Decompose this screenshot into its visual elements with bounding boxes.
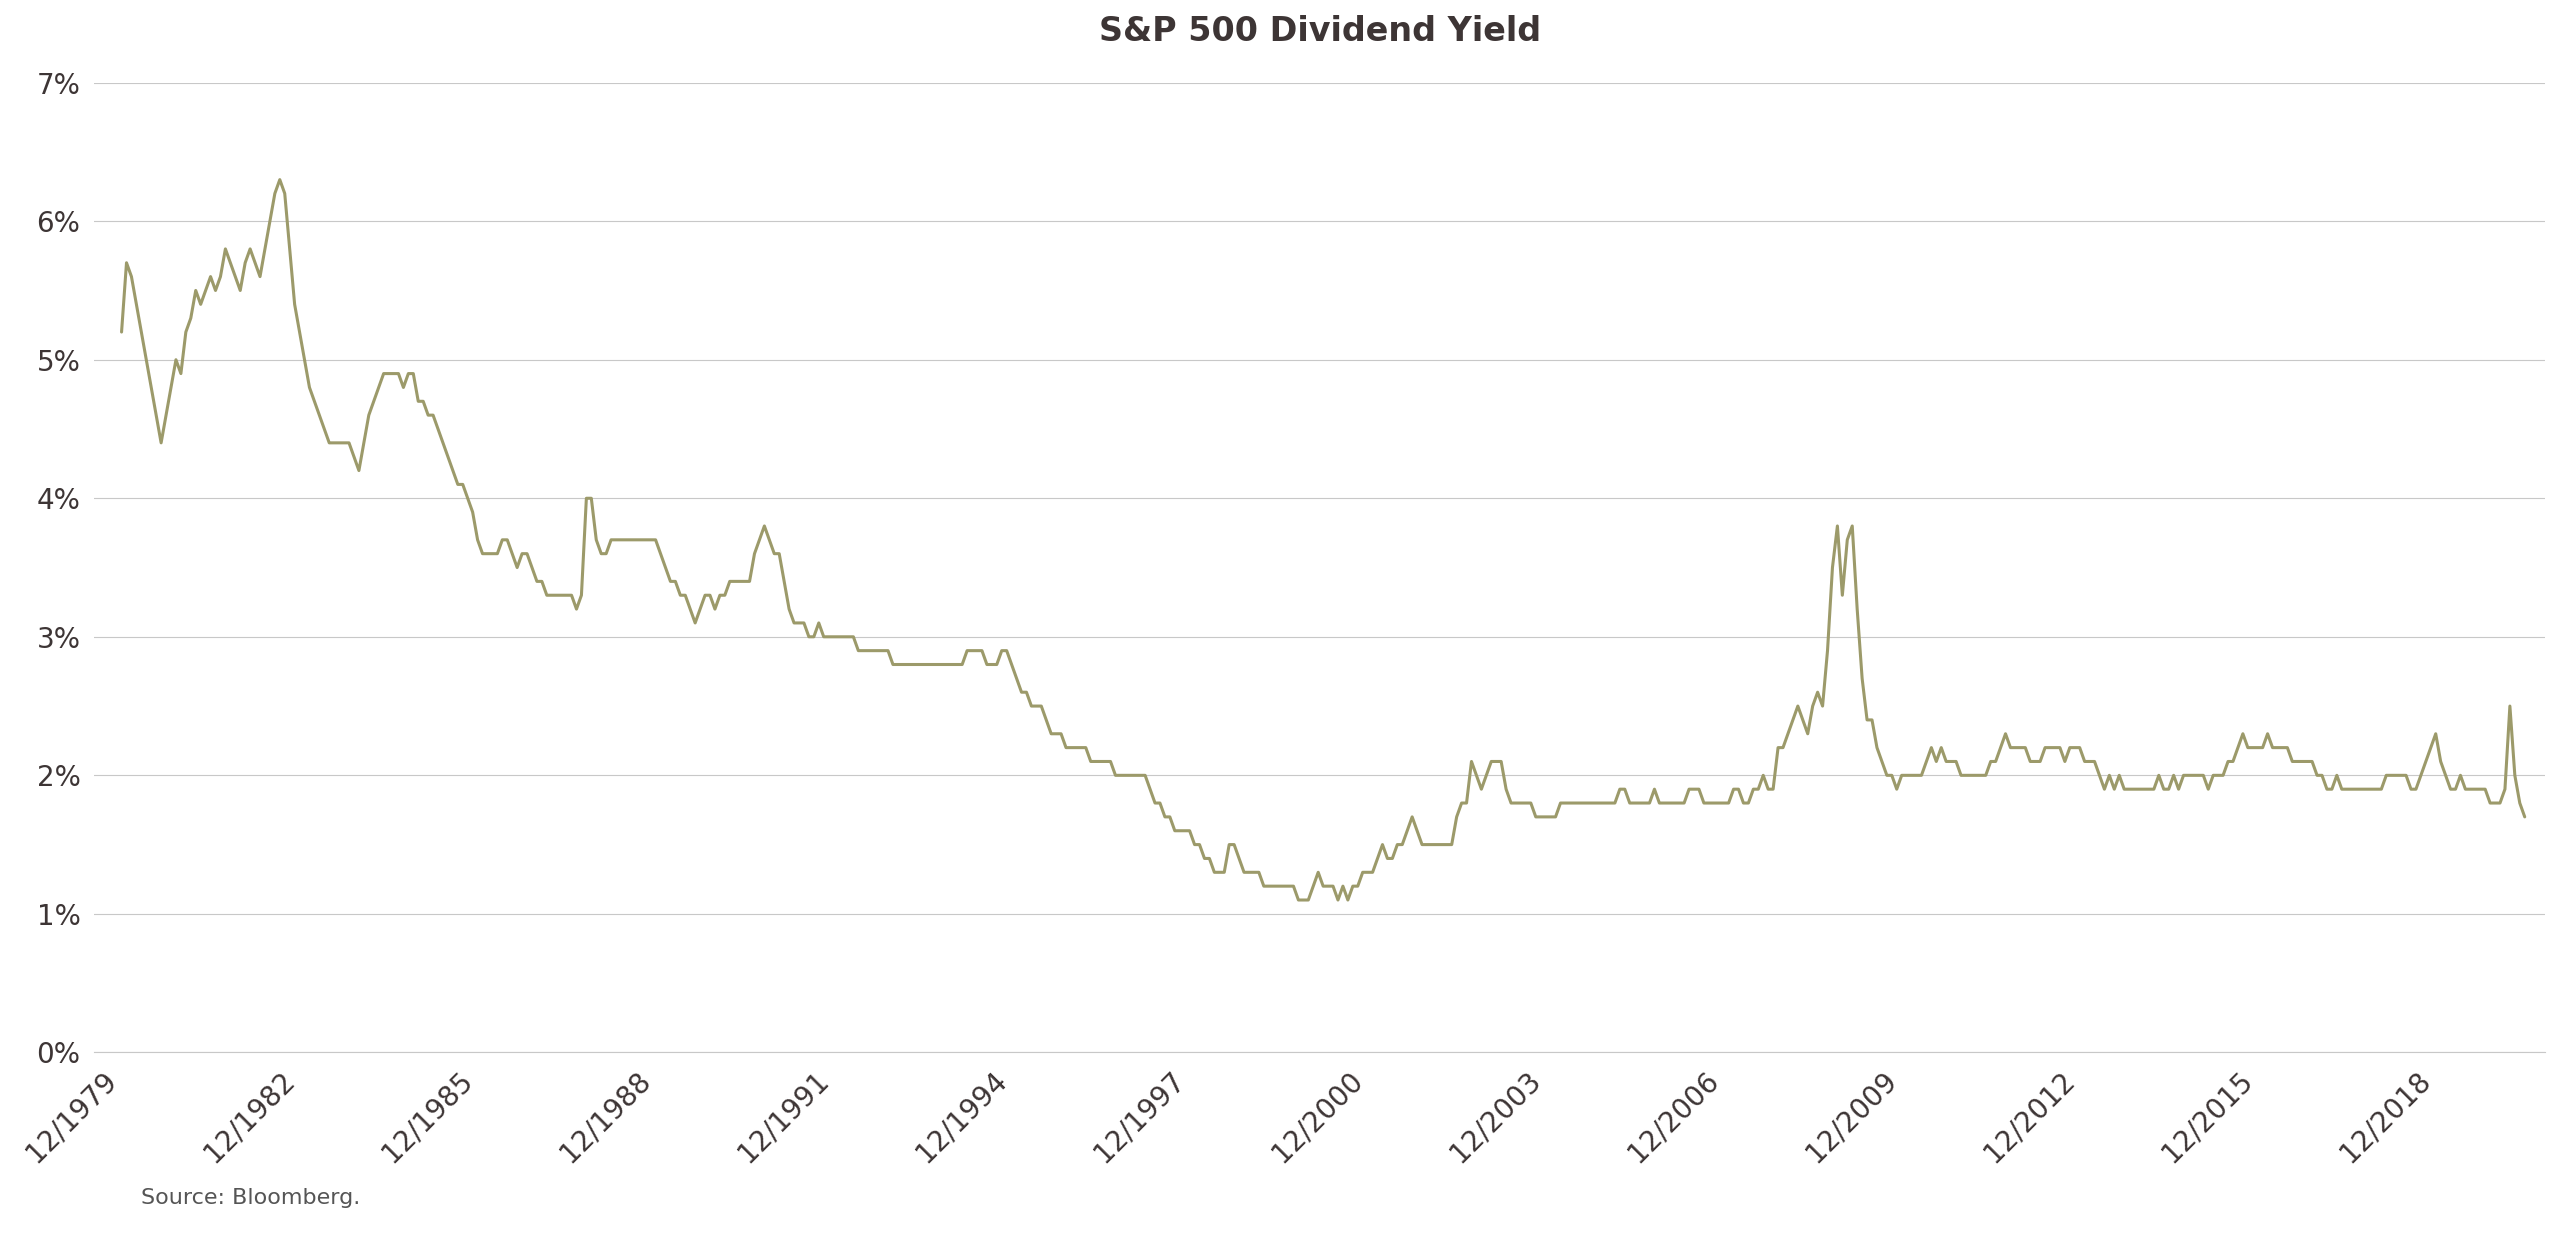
Text: Source: Bloomberg.: Source: Bloomberg. — [141, 1188, 361, 1208]
Title: S&P 500 Dividend Yield: S&P 500 Dividend Yield — [1098, 15, 1541, 49]
